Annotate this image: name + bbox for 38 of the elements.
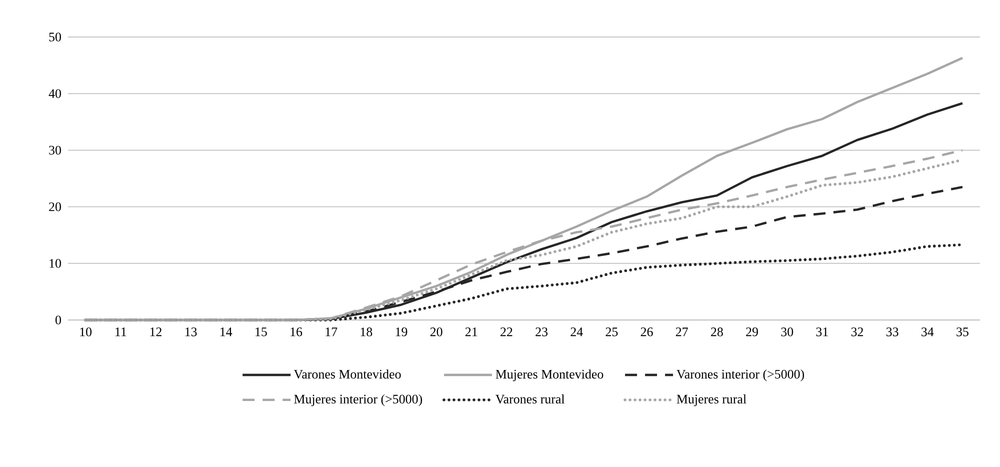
legend-label: Mujeres rural [676, 394, 746, 406]
x-tick-label: 17 [326, 328, 338, 336]
x-tick-label: 34 [922, 328, 934, 336]
x-tick-label: 21 [465, 328, 478, 336]
x-tick-label: 26 [640, 328, 653, 336]
x-tick-label: 31 [816, 328, 828, 336]
x-tick-label: 13 [185, 328, 197, 336]
x-tick-label: 33 [886, 328, 898, 336]
x-tick-label: 28 [711, 328, 723, 336]
x-tick-label: 12 [150, 328, 162, 336]
y-tick-label: 40 [48, 89, 61, 98]
x-tick-label: 32 [851, 328, 864, 336]
x-tick-label: 14 [220, 328, 232, 336]
y-tick-label: 10 [50, 259, 61, 268]
y-tick-label: 20 [49, 202, 61, 212]
x-tick-label: 20 [430, 328, 442, 336]
x-tick-label: 16 [290, 328, 302, 336]
legend-label: Varones Montevideo [294, 369, 401, 379]
x-tick-label: 11 [116, 328, 126, 336]
x-tick-label: 23 [536, 328, 548, 336]
x-tick-label: 10 [80, 328, 92, 336]
y-tick-label: 0 [56, 316, 61, 324]
x-tick-label: 35 [956, 328, 968, 336]
x-tick-label: 29 [746, 328, 758, 336]
x-tick-label: 15 [256, 328, 267, 336]
legend-label: Varones interior (>5000) [676, 369, 804, 382]
y-tick-label: 50 [49, 32, 61, 42]
legend-label: Mujeres interior (>5000) [294, 394, 422, 406]
x-tick-label: 27 [676, 328, 688, 336]
legend-label: Varones rural [496, 394, 565, 404]
x-tick-label: 25 [606, 328, 618, 336]
x-tick-label: 18 [360, 328, 372, 336]
legend-label: Mujeres Montevideo [496, 369, 604, 382]
x-tick-label: 24 [570, 328, 583, 336]
x-tick-label: 22 [500, 328, 512, 336]
x-tick-label: 19 [396, 328, 408, 336]
y-tick-label: 30 [49, 146, 61, 155]
x-tick-label: 30 [781, 328, 794, 336]
